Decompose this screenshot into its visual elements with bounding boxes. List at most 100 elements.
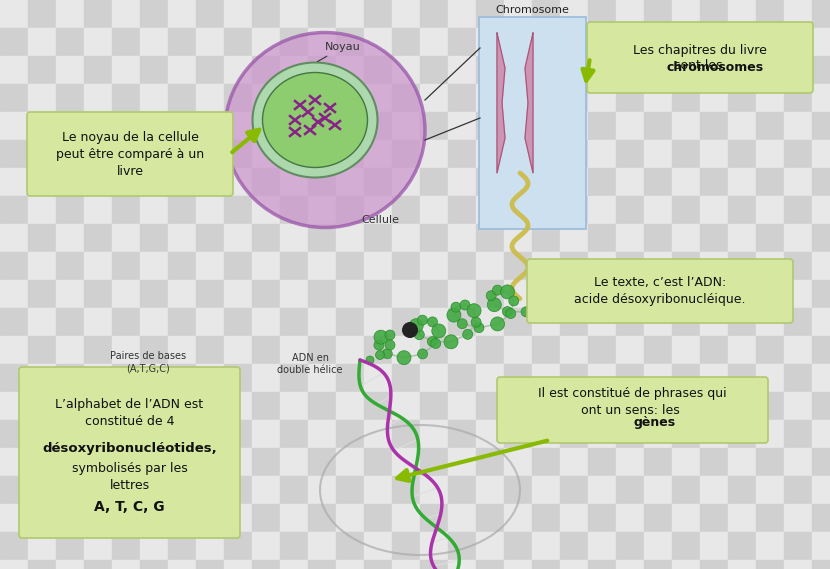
Bar (0, 56, 28, 84)
Bar (532, 252, 560, 280)
Bar (560, 560, 588, 569)
Bar (0, 112, 28, 140)
Bar (56, 448, 84, 476)
Bar (28, 140, 56, 168)
Bar (56, 112, 84, 140)
Bar (448, 392, 476, 420)
Bar (336, 476, 364, 504)
Bar (196, 168, 224, 196)
Bar (28, 420, 56, 448)
Bar (672, 504, 700, 532)
Bar (364, 532, 392, 560)
Bar (140, 112, 168, 140)
Bar (364, 392, 392, 420)
Bar (168, 168, 196, 196)
Bar (112, 140, 140, 168)
Bar (448, 532, 476, 560)
Circle shape (431, 339, 441, 349)
Bar (420, 196, 448, 224)
Bar (224, 532, 252, 560)
Bar (644, 196, 672, 224)
Bar (0, 224, 28, 252)
Bar (140, 28, 168, 56)
Bar (756, 420, 784, 448)
Bar (812, 280, 830, 308)
Bar (476, 476, 504, 504)
Bar (196, 560, 224, 569)
Bar (756, 140, 784, 168)
Bar (280, 364, 308, 392)
Bar (560, 308, 588, 336)
Bar (448, 560, 476, 569)
Bar (168, 84, 196, 112)
Bar (588, 448, 616, 476)
Bar (28, 476, 56, 504)
Bar (56, 364, 84, 392)
Bar (196, 448, 224, 476)
Bar (700, 420, 728, 448)
Bar (140, 308, 168, 336)
Bar (280, 224, 308, 252)
Bar (560, 420, 588, 448)
Bar (672, 308, 700, 336)
Bar (28, 504, 56, 532)
Bar (308, 252, 336, 280)
FancyBboxPatch shape (587, 22, 813, 93)
Bar (532, 280, 560, 308)
Bar (476, 196, 504, 224)
Bar (140, 140, 168, 168)
FancyBboxPatch shape (19, 367, 240, 538)
Bar (616, 364, 644, 392)
Bar (140, 448, 168, 476)
Bar (728, 476, 756, 504)
Bar (140, 336, 168, 364)
Bar (784, 504, 812, 532)
Text: Les chapitres du livre
sont les: Les chapitres du livre sont les (633, 43, 767, 72)
Bar (140, 364, 168, 392)
Bar (392, 532, 420, 560)
Bar (84, 504, 112, 532)
Bar (616, 560, 644, 569)
Bar (672, 140, 700, 168)
Bar (84, 280, 112, 308)
Text: L’alphabet de l’ADN est
constitué de 4: L’alphabet de l’ADN est constitué de 4 (56, 398, 203, 428)
Bar (0, 308, 28, 336)
Bar (364, 560, 392, 569)
Circle shape (385, 340, 395, 350)
Bar (392, 168, 420, 196)
Bar (0, 196, 28, 224)
Bar (168, 504, 196, 532)
Bar (56, 420, 84, 448)
Bar (728, 0, 756, 28)
Bar (448, 476, 476, 504)
Bar (476, 0, 504, 28)
Bar (728, 140, 756, 168)
Bar (336, 224, 364, 252)
Bar (364, 336, 392, 364)
Ellipse shape (262, 72, 368, 167)
Bar (28, 28, 56, 56)
Bar (56, 504, 84, 532)
Bar (252, 196, 280, 224)
Circle shape (417, 349, 427, 359)
Bar (644, 308, 672, 336)
Bar (84, 448, 112, 476)
Bar (728, 336, 756, 364)
Circle shape (427, 337, 437, 347)
Bar (84, 476, 112, 504)
Bar (616, 392, 644, 420)
Bar (224, 448, 252, 476)
Bar (616, 112, 644, 140)
Bar (392, 476, 420, 504)
Bar (476, 448, 504, 476)
Bar (700, 112, 728, 140)
Bar (112, 476, 140, 504)
Circle shape (447, 308, 461, 322)
Bar (448, 0, 476, 28)
Bar (644, 84, 672, 112)
Bar (476, 392, 504, 420)
Bar (616, 140, 644, 168)
Bar (392, 84, 420, 112)
Bar (560, 0, 588, 28)
Bar (728, 84, 756, 112)
